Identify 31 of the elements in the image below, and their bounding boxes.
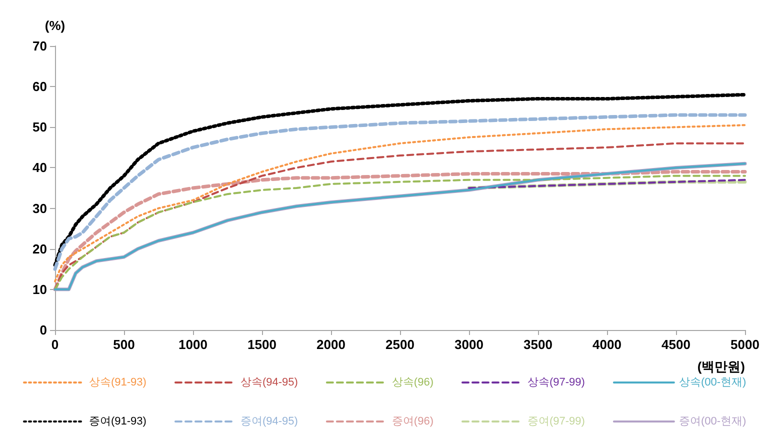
- y-tick-label: 30: [32, 200, 47, 216]
- y-tick-label: 50: [32, 120, 47, 135]
- text: 증여(94-95): [240, 416, 298, 428]
- y-tick-label: 10: [32, 282, 47, 297]
- y-tick-label: 60: [32, 79, 47, 94]
- x-tick-label: 5000: [730, 337, 760, 352]
- text: 증여(00-현재): [678, 416, 746, 428]
- x-tick-label: 2000: [316, 337, 346, 352]
- y-axis-title: (%): [44, 18, 66, 33]
- text: 증여(96): [392, 416, 434, 428]
- text: 상속(96): [392, 376, 434, 388]
- y-tick-label: 0: [40, 322, 47, 338]
- x-tick-label: 4500: [662, 337, 690, 352]
- text: 증여(91-93): [89, 416, 146, 428]
- text: 상속(97-99): [527, 376, 585, 388]
- x-axis-title: (백만원): [697, 359, 745, 374]
- text: 상속(91-93): [89, 376, 146, 388]
- x-tick-label: 500: [113, 337, 135, 352]
- x-tick-label: 3000: [454, 337, 484, 352]
- x-tick-label: 0: [51, 337, 59, 352]
- x-tick-label: 4000: [592, 337, 622, 352]
- x-tick-label: 1500: [248, 337, 276, 352]
- y-tick-label: 20: [32, 241, 47, 256]
- text: 증여(97-99): [527, 416, 585, 428]
- text: 상속(00-현재): [678, 376, 746, 388]
- y-tick-label: 40: [32, 160, 47, 176]
- text: 상속(94-95): [240, 376, 298, 388]
- y-tick-label: 70: [32, 38, 47, 54]
- x-tick-label: 3500: [524, 337, 552, 352]
- x-tick-label: 1000: [178, 337, 208, 352]
- x-tick-label: 2500: [386, 337, 414, 352]
